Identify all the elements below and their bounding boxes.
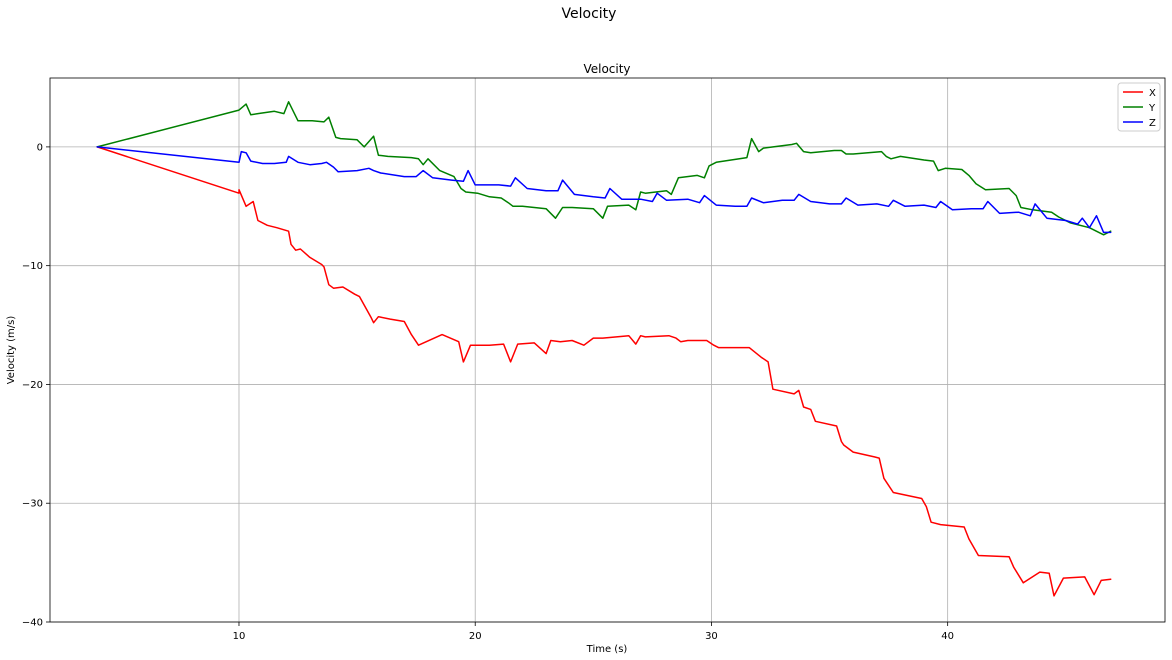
legend-label-x: X [1149, 88, 1156, 99]
y-tick-label: 0 [37, 142, 43, 153]
legend-label-y: Y [1148, 103, 1156, 114]
plot-area-frame [49, 77, 1166, 623]
y-axis-ticks: 0 −10 −20 −30 −40 [22, 142, 50, 629]
figure-suptitle: Velocity [562, 6, 617, 22]
legend: X Y Z [1117, 82, 1161, 132]
y-tick-label: −30 [22, 499, 43, 510]
x-tick-label: 30 [705, 631, 718, 642]
series-line-y [96, 101, 1112, 236]
series-line-z [96, 146, 1112, 234]
y-tick-label: −40 [22, 618, 43, 629]
x-axis-label: Time (s) [586, 644, 628, 655]
y-tick-label: −20 [22, 380, 43, 391]
x-tick-label: 40 [941, 631, 954, 642]
y-tick-label: −10 [22, 261, 43, 272]
series-line-x [96, 146, 1112, 597]
series-lines [96, 101, 1112, 597]
x-axis-ticks: 10 20 30 40 [233, 622, 954, 642]
axes-title: Velocity [583, 62, 630, 76]
y-axis-label: Velocity (m/s) [6, 316, 17, 385]
legend-label-z: Z [1149, 118, 1156, 129]
x-tick-label: 20 [469, 631, 482, 642]
x-tick-label: 10 [233, 631, 246, 642]
